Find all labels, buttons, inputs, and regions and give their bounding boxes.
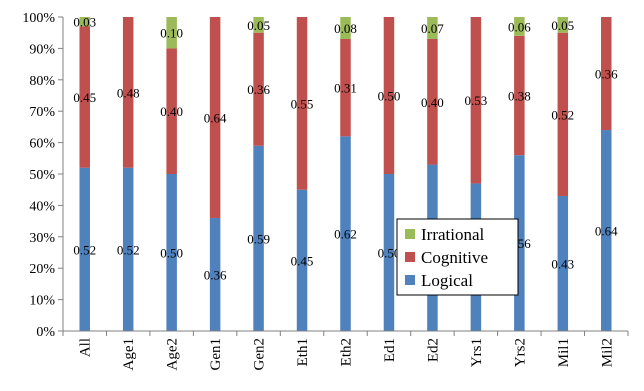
- x-tick-label: Ed1: [382, 338, 398, 362]
- legend-label-logical: Logical: [421, 271, 473, 290]
- x-axis-ticks: All Age1 Age2 Gen1 Gen2 Eth1 Eth2 Ed1 Ed2 Yrs1 Yrs…: [62, 331, 629, 371]
- bar-segment-cognitive: [79, 26, 90, 168]
- bar-segment-logical: [383, 174, 395, 331]
- x-tick-label: Age2: [165, 338, 181, 371]
- data-label: 0.08: [334, 21, 357, 36]
- data-label: 0.64: [204, 110, 227, 125]
- data-label: 0.64: [595, 224, 618, 239]
- x-tick-label: All: [78, 338, 94, 357]
- y-tick-label: 50%: [29, 168, 55, 183]
- legend-label-cognitive: Cognitive: [421, 248, 488, 267]
- data-label: 0.52: [117, 242, 140, 257]
- bar-segment-cognitive: [514, 35, 525, 156]
- x-tick-label: Mil1: [556, 338, 572, 367]
- bar-segment-cognitive: [557, 32, 569, 196]
- bar-segment-cognitive: [166, 48, 177, 174]
- y-tick-label: 100%: [22, 11, 55, 26]
- bar-segment-irrational: [514, 17, 525, 36]
- data-label: 0.36: [595, 67, 618, 82]
- data-label: 0.07: [421, 21, 444, 36]
- bar-segment-irrational: [340, 17, 351, 39]
- x-tick-label: Eth1: [295, 338, 311, 366]
- data-label: 0.62: [334, 227, 357, 242]
- y-tick-label: 60%: [29, 137, 55, 152]
- bar-segment-cognitive: [209, 17, 221, 218]
- data-label: 0.50: [378, 246, 401, 261]
- bar-segment-cognitive: [383, 17, 395, 174]
- bar-segment-logical: [296, 189, 308, 331]
- data-label: 0.40: [421, 95, 444, 110]
- bar-segment-logical: [209, 217, 221, 331]
- data-label: 0.31: [334, 81, 357, 96]
- y-tick-label: 10%: [29, 294, 55, 309]
- bar-segment-logical: [79, 167, 90, 331]
- y-tick-label: 80%: [29, 74, 55, 89]
- data-label: 0.05: [247, 18, 270, 33]
- x-tick-label: Yrs1: [469, 338, 485, 367]
- y-tick-label: 90%: [29, 42, 55, 57]
- y-tick-label: 30%: [29, 231, 55, 246]
- data-label: 0.43: [551, 256, 574, 271]
- data-label: 0.53: [465, 93, 488, 108]
- data-label: 0.59: [247, 231, 270, 246]
- legend-label-irrational: Irrational: [421, 225, 485, 244]
- legend-swatch-cognitive: [405, 252, 415, 262]
- data-label: 0.45: [291, 253, 314, 268]
- bar-segment-cognitive: [470, 17, 482, 184]
- bar-segment-cognitive: [253, 32, 264, 146]
- legend-swatch-irrational: [405, 229, 415, 239]
- bar-segment-cognitive: [122, 17, 134, 168]
- data-label: 0.40: [160, 104, 183, 119]
- x-tick-label: Gen1: [208, 338, 224, 371]
- legend-swatch-logical: [405, 275, 415, 285]
- bar-segment-cognitive: [427, 38, 438, 165]
- data-label: 0.50: [378, 89, 401, 104]
- bar-segment-logical: [253, 145, 264, 331]
- legend: Irrational Cognitive Logical: [396, 218, 519, 296]
- data-label: 0.50: [160, 246, 183, 261]
- bar-segment-irrational: [557, 17, 569, 33]
- data-label: 0.55: [291, 96, 314, 111]
- bar-segment-logical: [122, 167, 134, 331]
- data-label: 0.38: [508, 89, 531, 104]
- x-tick-label: Mil2: [599, 338, 615, 367]
- x-tick-label: Ed2: [425, 338, 441, 362]
- legend-box: [396, 218, 519, 296]
- y-axis-ticks: 0% 10% 20% 30% 40% 50% 60% 70% 80% 90% 100%: [22, 11, 63, 340]
- y-tick-label: 20%: [29, 262, 55, 277]
- data-label: 0.03: [73, 15, 96, 30]
- bar-segment-irrational: [79, 17, 90, 27]
- data-label: 0.05: [551, 18, 574, 33]
- data-labels: 0.52 0.45 0.03 0.52 0.48 0.50 0.40 0.10 0.36 0.64…: [73, 15, 618, 283]
- data-label: 0.48: [117, 85, 140, 100]
- x-tick-label: Gen2: [252, 338, 268, 371]
- data-label: 0.36: [247, 82, 270, 97]
- data-label: 0.45: [73, 90, 96, 105]
- y-tick-label: 0%: [36, 325, 55, 340]
- bar-segment-logical: [514, 155, 525, 331]
- x-tick-label: Eth2: [339, 338, 355, 366]
- data-label: 0.06: [508, 19, 531, 34]
- bar-segment-cognitive: [296, 17, 308, 190]
- data-label: 0.52: [551, 107, 574, 122]
- bars: [79, 17, 612, 331]
- bar-segment-irrational: [166, 17, 177, 49]
- bar-segment-irrational: [427, 17, 438, 39]
- data-label: 0.36: [204, 267, 227, 282]
- data-label: 0.52: [73, 242, 96, 257]
- bar-segment-logical: [340, 136, 351, 331]
- bar-segment-cognitive: [601, 17, 612, 131]
- x-tick-label: Age1: [121, 338, 137, 371]
- bar-segment-cognitive: [340, 38, 351, 137]
- bar-segment-irrational: [253, 17, 264, 33]
- bar-segment-logical: [166, 174, 177, 331]
- data-label: 0.10: [160, 26, 183, 41]
- x-tick-label: Yrs2: [512, 338, 528, 367]
- bar-segment-logical: [601, 130, 612, 331]
- axes: [62, 17, 628, 332]
- bar-segment-logical: [557, 195, 569, 331]
- y-tick-label: 70%: [29, 105, 55, 120]
- y-tick-label: 40%: [29, 199, 55, 214]
